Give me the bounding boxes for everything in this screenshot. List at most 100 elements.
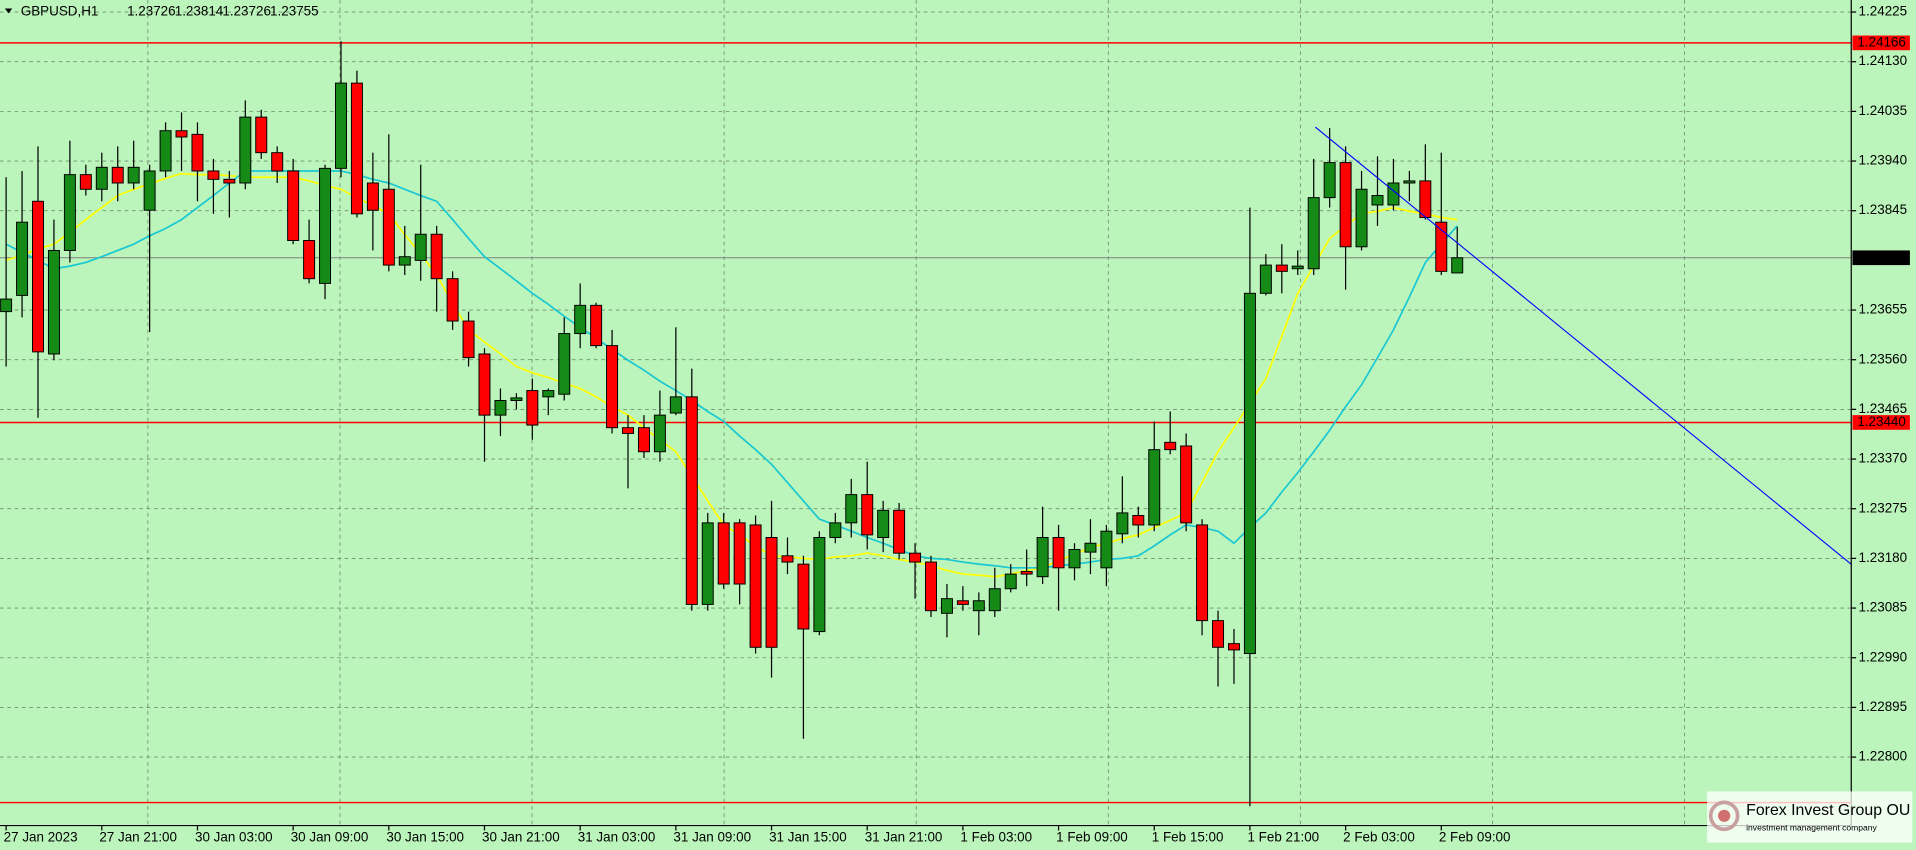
x-tick-label: 1 Feb 03:00 (960, 829, 1032, 844)
y-tick-label: 1.24130 (1859, 53, 1908, 68)
candle-body (1275, 264, 1288, 272)
grid (0, 0, 1852, 826)
candle-body (1291, 265, 1304, 270)
header-low: 1.23726 (222, 4, 271, 19)
candle-body (733, 522, 746, 585)
level-label-box (1852, 415, 1910, 430)
candle-body (526, 390, 539, 426)
candle-body (175, 130, 188, 138)
candle-body (1227, 643, 1240, 651)
watermark-title: Forex Invest Group OU (1746, 802, 1910, 819)
candle-body (861, 494, 874, 536)
symbol: GBPUSD,H1 (21, 4, 99, 19)
watermark-box (1707, 791, 1913, 843)
labels: 1.24225 1.24130 1.24035 1.23940 1.23845 1.236… (4, 4, 1910, 844)
candle-body (717, 522, 730, 585)
watermark-logo (1708, 800, 1740, 832)
candle-body (159, 130, 172, 172)
candle-body (127, 166, 140, 184)
candle-body (845, 494, 858, 524)
candle-body (558, 333, 571, 395)
candle-body (1323, 162, 1336, 199)
x-tick-label: 27 Jan 21:00 (99, 829, 177, 844)
candle-body (446, 278, 459, 322)
level-label-box (1852, 35, 1910, 51)
candle-body (1068, 549, 1081, 569)
candle-body (574, 304, 587, 335)
candle-body (32, 200, 44, 353)
candle-body (1004, 573, 1017, 590)
candle-body (829, 522, 842, 538)
candle-body (1387, 182, 1400, 206)
candle-body (1403, 180, 1416, 184)
candle-body (271, 152, 284, 172)
candle-body (111, 166, 124, 184)
x-tick-label: 2 Feb 03:00 (1343, 829, 1415, 844)
candle-body (590, 304, 603, 347)
y-tick-label: 1.22895 (1859, 699, 1908, 714)
watermark-logo-core (1718, 809, 1731, 822)
y-tick-label: 1.23845 (1859, 202, 1908, 217)
candle-body (1259, 264, 1272, 294)
candle-body (925, 561, 937, 612)
x-tick-label: 31 Jan 21:00 (865, 829, 943, 844)
current-price-label: 1.23755 (1857, 249, 1906, 264)
candle-body (255, 116, 268, 154)
candle-body (334, 82, 347, 169)
y-tick-label: 1.23275 (1859, 500, 1908, 515)
candle-body (95, 166, 108, 190)
candle-body (462, 320, 475, 359)
y-tick-label: 1.22990 (1859, 649, 1908, 664)
y-tick-label: 1.24225 (1859, 4, 1908, 19)
candle-body (350, 82, 363, 215)
axes (0, 0, 1857, 831)
y-tick-label: 1.24035 (1859, 103, 1908, 118)
candle-body (622, 427, 635, 434)
candle-body (143, 170, 156, 211)
header: GBPUSD,H1 1.23726 1.23814 1.23726 1.2375… (4, 4, 319, 19)
candle-body (813, 536, 826, 633)
header-open: 1.23726 (127, 4, 176, 19)
menu-triangle[interactable] (4, 8, 13, 14)
candle-body (972, 600, 985, 612)
candle-body (1100, 530, 1113, 569)
candle-body (893, 509, 906, 554)
header-close: 1.23755 (270, 4, 319, 19)
candle-body (478, 353, 491, 416)
candle-body (414, 233, 427, 261)
y-tick-label: 1.22800 (1859, 749, 1908, 764)
plot (0, 41, 1852, 807)
candle-body (16, 221, 29, 296)
candle-body (1196, 524, 1209, 622)
candle-body (191, 133, 204, 172)
candle-body (1084, 542, 1097, 553)
candle-body (1132, 515, 1145, 526)
candle-body (1164, 441, 1177, 451)
candle-body (1020, 570, 1033, 575)
watermark-subtitle: investment management company (1746, 822, 1877, 832)
x-tick-label: 1 Feb 09:00 (1056, 829, 1128, 844)
candle-body (542, 390, 555, 398)
y-tick-label: 1.23560 (1859, 351, 1908, 366)
y-tick-label: 1.23370 (1859, 451, 1908, 466)
candle-body (1419, 180, 1432, 218)
x-tick-label: 31 Jan 15:00 (769, 829, 847, 844)
candle-body (494, 400, 507, 416)
x-tick-label: 30 Jan 15:00 (386, 829, 464, 844)
candle-body (382, 188, 395, 266)
trendline (1314, 126, 1852, 565)
candle-body (239, 116, 252, 184)
candle-body (79, 174, 92, 190)
candle-body (606, 345, 619, 429)
candle-body (781, 555, 794, 563)
candle-body (940, 598, 953, 614)
level-label: 1.24166 (1857, 34, 1906, 49)
x-tick-label: 31 Jan 09:00 (673, 829, 751, 844)
candle-body (1052, 536, 1065, 569)
candle-body (749, 524, 762, 648)
candle-body (797, 563, 810, 630)
candle-body (430, 233, 443, 280)
candle-body (0, 298, 13, 313)
candle-body (701, 522, 714, 605)
